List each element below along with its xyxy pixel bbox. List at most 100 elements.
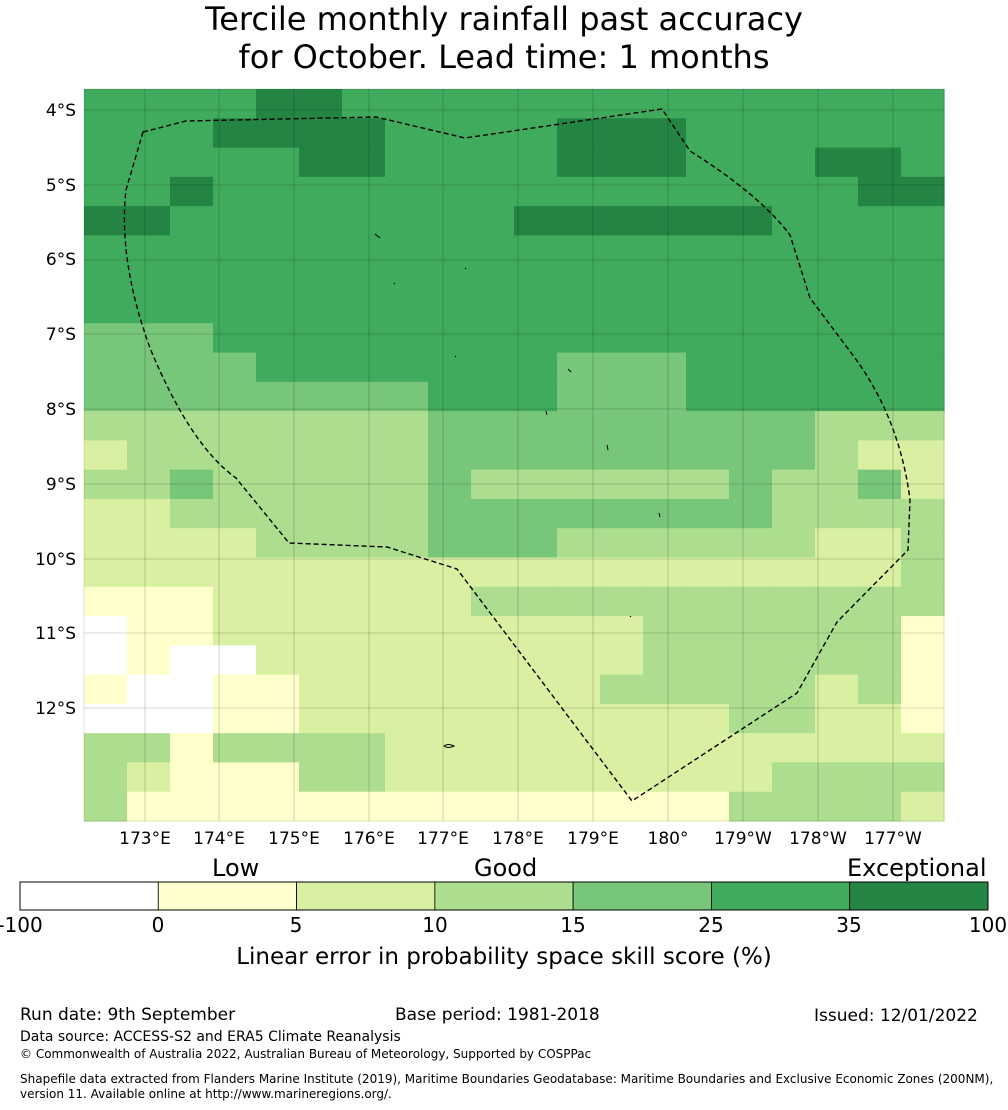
grid-cell xyxy=(471,440,515,471)
grid-cell xyxy=(428,528,472,559)
grid-cell xyxy=(471,557,515,588)
grid-cell xyxy=(213,264,257,295)
grid-cell xyxy=(428,586,472,617)
grid-cell xyxy=(342,118,386,149)
grid-cell xyxy=(643,293,687,324)
grid-cell xyxy=(858,528,902,559)
grid-cell xyxy=(858,352,902,383)
grid-cell xyxy=(686,352,730,383)
grid-cell xyxy=(299,323,343,354)
lon-label: 179°W xyxy=(714,829,772,849)
grid-cell xyxy=(858,323,902,354)
grid-cell xyxy=(557,498,601,529)
grid-cell xyxy=(858,176,902,207)
grid-cell xyxy=(643,557,687,588)
lon-label: 178°E xyxy=(492,829,544,849)
grid-cell xyxy=(84,762,128,793)
grid-cell xyxy=(213,528,257,559)
island xyxy=(545,410,548,416)
grid-cell xyxy=(815,293,859,324)
grid-cell xyxy=(342,293,386,324)
grid-cell xyxy=(514,469,558,500)
island xyxy=(567,368,572,373)
grid-cell xyxy=(84,733,128,764)
grid-cell xyxy=(643,528,687,559)
grid-cell xyxy=(342,586,386,617)
colorbar-box xyxy=(296,881,436,911)
grid-cell xyxy=(643,645,687,676)
island xyxy=(464,267,467,270)
grid-cell xyxy=(772,411,816,441)
grid-cell xyxy=(471,616,515,646)
grid-cell xyxy=(514,89,558,119)
grid-cell xyxy=(815,645,859,676)
grid-cell xyxy=(729,557,773,588)
grid-cell xyxy=(299,381,343,412)
grid-cell xyxy=(428,235,472,266)
grid-cell xyxy=(127,498,171,529)
grid-cell xyxy=(342,206,386,236)
colorbar-box xyxy=(849,881,989,911)
grid-cell xyxy=(299,586,343,617)
grid-cell xyxy=(729,411,773,441)
grid-cell xyxy=(127,791,171,822)
grid-cell xyxy=(643,762,687,793)
grid-cell xyxy=(815,235,859,266)
grid-cell xyxy=(729,89,773,119)
grid-cell xyxy=(643,469,687,500)
grid-cell xyxy=(299,206,343,236)
grid-cell xyxy=(471,645,515,676)
tick-label: 5 xyxy=(290,913,303,937)
grid-cell xyxy=(686,323,730,354)
grid-cell xyxy=(170,147,214,178)
colorbar-frame xyxy=(19,881,989,911)
grid-cell xyxy=(901,411,945,441)
grid-cell xyxy=(385,118,429,149)
grid-cell xyxy=(256,235,300,266)
island xyxy=(393,282,396,285)
grid-cell xyxy=(815,206,859,236)
grid-cell xyxy=(256,264,300,295)
grid-cell xyxy=(213,616,257,646)
grid-cell xyxy=(514,703,558,734)
grid-cell xyxy=(428,176,472,207)
grid-cell xyxy=(428,89,472,119)
tick-label: -100 xyxy=(0,913,43,937)
grid-cell xyxy=(127,586,171,617)
grid-cell xyxy=(815,586,859,617)
grid-cell xyxy=(557,323,601,354)
grid-cell xyxy=(557,147,601,178)
grid-cell xyxy=(815,381,859,412)
grid-cell xyxy=(428,323,472,354)
grid-cell xyxy=(557,762,601,793)
grid-cell xyxy=(385,528,429,559)
grid-cell xyxy=(84,674,128,705)
grid-cell xyxy=(729,703,773,734)
grid-cell xyxy=(815,352,859,383)
grid-cell xyxy=(686,293,730,324)
grid-cell xyxy=(514,352,558,383)
grid-cell xyxy=(428,616,472,646)
grid-cell xyxy=(729,176,773,207)
grid-cell xyxy=(342,557,386,588)
grid-cell xyxy=(858,235,902,266)
grid-cell xyxy=(772,557,816,588)
grid-cell xyxy=(514,381,558,412)
grid-cell xyxy=(686,235,730,266)
grid-cell xyxy=(213,791,257,822)
lat-label: 6°S xyxy=(46,250,76,270)
grid-cell xyxy=(557,469,601,500)
lon-label: 173°E xyxy=(119,829,171,849)
grid-cell xyxy=(858,440,902,471)
grid-cell xyxy=(643,703,687,734)
grid-cell xyxy=(514,645,558,676)
grid-cell xyxy=(514,118,558,149)
grid-cell xyxy=(514,791,558,822)
grid-cell xyxy=(471,498,515,529)
grid-cell xyxy=(342,89,386,119)
grid-cell xyxy=(514,293,558,324)
island xyxy=(374,233,381,239)
map-title: Tercile monthly rainfall past accuracy f… xyxy=(0,0,1008,76)
grid-cell xyxy=(643,411,687,441)
grid-cell xyxy=(901,645,945,676)
